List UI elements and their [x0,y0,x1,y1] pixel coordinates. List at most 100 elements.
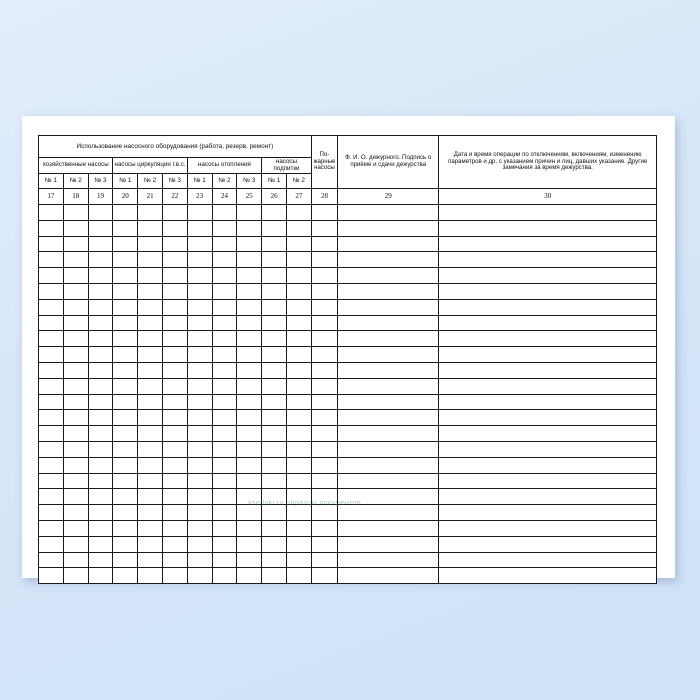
table-cell[interactable] [38,267,64,284]
table-cell[interactable] [285,504,312,521]
table-cell[interactable] [310,298,339,316]
table-cell[interactable] [285,361,312,379]
table-cell[interactable] [310,456,339,474]
table-cell[interactable] [310,204,339,221]
table-cell[interactable] [261,251,287,269]
table-cell[interactable] [337,219,440,237]
table-cell[interactable] [112,251,139,269]
table-cell[interactable] [161,488,188,506]
table-cell[interactable] [261,488,287,506]
table-cell[interactable] [38,535,64,553]
table-cell[interactable] [137,251,163,269]
table-cell[interactable] [438,314,657,332]
table-cell[interactable] [87,488,114,506]
table-row[interactable] [38,409,657,427]
table-cell[interactable] [285,409,312,427]
table-cell[interactable] [112,235,139,253]
table-cell[interactable] [236,361,263,379]
table-cell[interactable] [337,330,440,348]
table-cell[interactable] [186,456,213,474]
table-row[interactable] [38,346,657,363]
table-cell[interactable] [310,425,339,442]
table-cell[interactable] [137,298,163,316]
table-cell[interactable] [38,204,64,221]
table-row[interactable] [38,361,657,379]
table-row[interactable] [38,282,657,300]
table-row[interactable] [38,425,657,442]
table-cell[interactable] [236,472,263,490]
table-cell[interactable] [236,456,263,474]
table-cell[interactable] [186,204,213,221]
table-cell[interactable] [87,440,114,458]
table-cell[interactable] [161,235,188,253]
table-cell[interactable] [112,346,139,363]
table-cell[interactable] [438,535,657,553]
table-cell[interactable] [137,409,163,427]
table-cell[interactable] [161,330,188,348]
table-row[interactable] [38,535,657,553]
table-cell[interactable] [285,267,312,284]
table-cell[interactable] [87,314,114,332]
table-cell[interactable] [236,314,263,332]
table-cell[interactable] [236,235,263,253]
table-cell[interactable] [186,519,213,537]
table-cell[interactable] [337,251,440,269]
table-cell[interactable] [62,298,89,316]
table-cell[interactable] [87,567,114,585]
table-row[interactable] [38,251,657,269]
table-cell[interactable] [38,504,64,521]
table-cell[interactable] [186,551,213,569]
table-cell[interactable] [137,393,163,411]
table-cell[interactable] [337,535,440,553]
table-cell[interactable] [261,361,287,379]
table-cell[interactable] [62,235,89,253]
table-cell[interactable] [438,409,657,427]
table-cell[interactable] [337,393,440,411]
table-cell[interactable] [62,504,89,521]
table-row[interactable] [38,488,657,506]
table-cell[interactable] [112,219,139,237]
table-cell[interactable] [62,456,89,474]
table-cell[interactable] [87,393,114,411]
table-cell[interactable] [112,393,139,411]
table-cell[interactable] [261,267,287,284]
table-cell[interactable] [337,204,440,221]
table-cell[interactable] [337,361,440,379]
table-cell[interactable] [438,519,657,537]
table-cell[interactable] [261,551,287,569]
table-cell[interactable] [285,298,312,316]
table-cell[interactable] [161,282,188,300]
table-cell[interactable] [285,393,312,411]
table-cell[interactable] [161,361,188,379]
table-row[interactable] [38,330,657,348]
table-cell[interactable] [87,251,114,269]
table-cell[interactable] [87,361,114,379]
table-cell[interactable] [62,282,89,300]
table-cell[interactable] [161,314,188,332]
table-row[interactable] [38,314,657,332]
table-cell[interactable] [137,204,163,221]
table-cell[interactable] [438,551,657,569]
table-cell[interactable] [261,219,287,237]
table-row[interactable] [38,440,657,458]
table-cell[interactable] [211,551,238,569]
table-cell[interactable] [337,314,440,332]
table-cell[interactable] [285,346,312,363]
table-cell[interactable] [285,456,312,474]
table-cell[interactable] [438,330,657,348]
table-cell[interactable] [337,267,440,284]
table-cell[interactable] [137,440,163,458]
table-cell[interactable] [38,346,64,363]
table-cell[interactable] [285,440,312,458]
table-cell[interactable] [211,314,238,332]
table-cell[interactable] [261,456,287,474]
table-cell[interactable] [186,219,213,237]
table-cell[interactable] [236,567,263,585]
table-cell[interactable] [438,251,657,269]
table-cell[interactable] [38,551,64,569]
table-cell[interactable] [87,472,114,490]
table-cell[interactable] [62,393,89,411]
table-cell[interactable] [38,393,64,411]
table-cell[interactable] [137,567,163,585]
table-cell[interactable] [87,346,114,363]
